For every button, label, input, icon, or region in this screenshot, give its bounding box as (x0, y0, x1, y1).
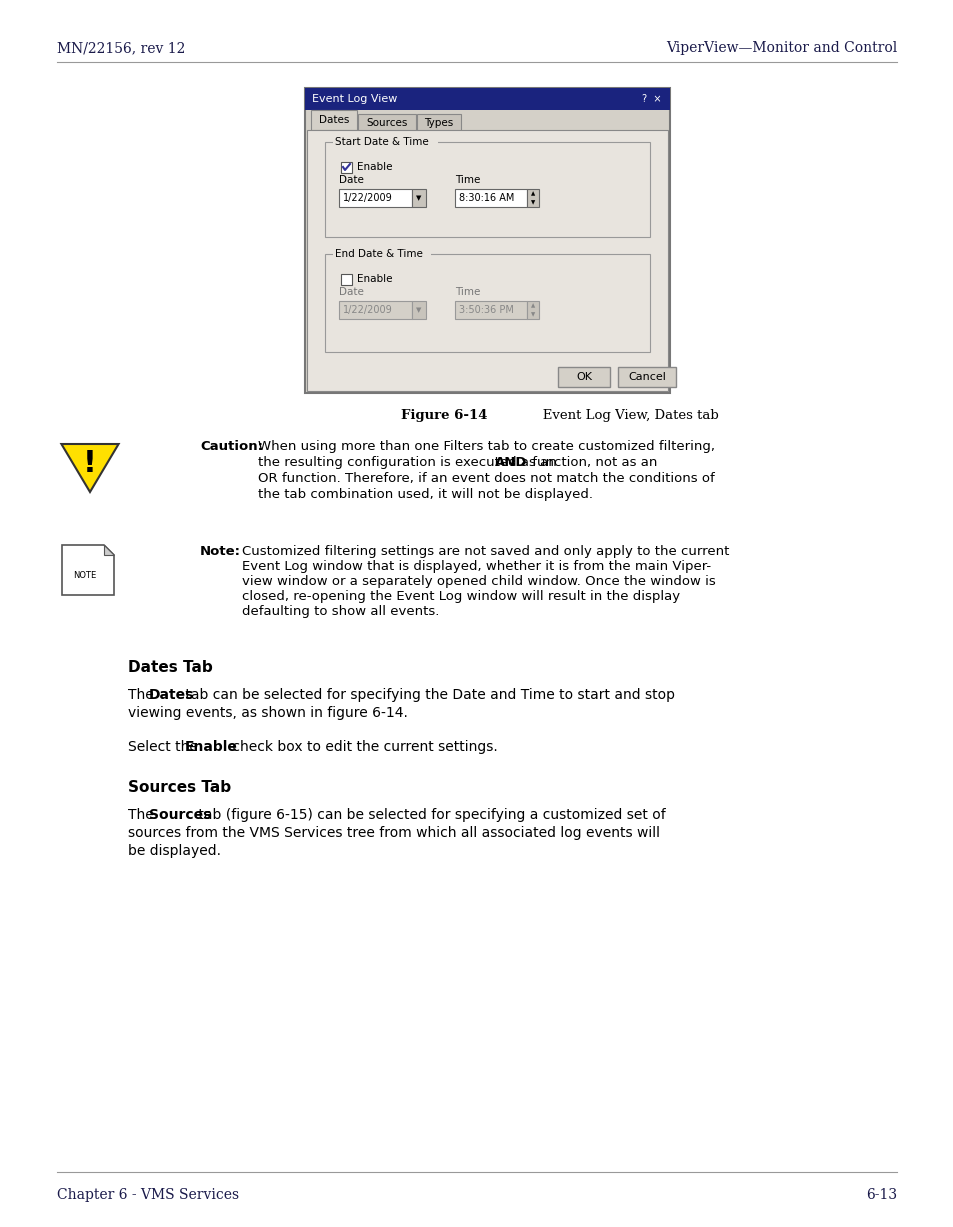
Text: function, not as an: function, not as an (527, 456, 657, 469)
Text: Enable: Enable (185, 740, 237, 755)
Text: Chapter 6 - VMS Services: Chapter 6 - VMS Services (57, 1188, 239, 1202)
Text: Start Date & Time: Start Date & Time (335, 137, 428, 147)
Text: 8:30:16 AM: 8:30:16 AM (458, 193, 514, 202)
Bar (338, 189, 412, 207)
Text: ?  ×: ? × (641, 94, 661, 104)
Text: ▲: ▲ (530, 303, 535, 308)
Text: ▼: ▼ (530, 312, 535, 317)
Bar (412, 189, 426, 207)
Bar (325, 142, 649, 237)
Text: Time: Time (455, 175, 480, 185)
Bar (416, 114, 460, 133)
Text: OK: OK (576, 372, 592, 382)
Bar (338, 301, 412, 319)
Text: Note:: Note: (200, 545, 241, 558)
Text: tab (figure 6-15) can be selected for specifying a customized set of: tab (figure 6-15) can be selected for sp… (193, 809, 665, 822)
Text: Time: Time (455, 287, 480, 297)
Text: Select the: Select the (128, 740, 202, 755)
Bar (333, 248, 431, 259)
Bar (305, 88, 669, 393)
Polygon shape (104, 545, 113, 555)
Bar (412, 301, 426, 319)
Polygon shape (61, 444, 118, 492)
Text: Sources: Sources (149, 809, 212, 822)
Bar (455, 189, 526, 207)
Text: the tab combination used, it will not be displayed.: the tab combination used, it will not be… (257, 488, 593, 501)
Text: !: ! (83, 449, 97, 477)
Text: ▼: ▼ (416, 195, 421, 201)
Polygon shape (62, 545, 113, 595)
Text: Figure 6-14: Figure 6-14 (401, 409, 487, 422)
Text: 3:50:36 PM: 3:50:36 PM (458, 306, 514, 315)
Bar (311, 110, 356, 130)
Text: Dates: Dates (318, 115, 349, 125)
Bar (526, 301, 538, 319)
Text: MN/22156, rev 12: MN/22156, rev 12 (57, 40, 185, 55)
Text: Customized filtering settings are not saved and only apply to the current: Customized filtering settings are not sa… (242, 545, 729, 558)
Text: Event Log window that is displayed, whether it is from the main Viper-: Event Log window that is displayed, whet… (242, 560, 710, 573)
Text: Dates Tab: Dates Tab (128, 660, 213, 675)
Bar (340, 274, 352, 285)
Text: OR function. Therefore, if an event does not match the conditions of: OR function. Therefore, if an event does… (257, 472, 714, 485)
Bar (333, 136, 437, 147)
Text: the resulting configuration is executed as an: the resulting configuration is executed … (257, 456, 560, 469)
Text: AND: AND (495, 456, 527, 469)
Bar (526, 189, 538, 207)
Text: sources from the VMS Services tree from which all associated log events will: sources from the VMS Services tree from … (128, 826, 659, 840)
Text: Date: Date (338, 175, 363, 185)
Text: Sources: Sources (366, 118, 407, 128)
Bar (340, 162, 352, 173)
Text: The: The (128, 688, 158, 702)
Text: Cancel: Cancel (627, 372, 665, 382)
Text: Event Log View: Event Log View (312, 94, 397, 104)
Bar (558, 367, 609, 387)
Text: view window or a separately opened child window. Once the window is: view window or a separately opened child… (242, 575, 715, 588)
Text: 1/22/2009: 1/22/2009 (343, 306, 393, 315)
Text: Enable: Enable (356, 162, 392, 172)
Text: defaulting to show all events.: defaulting to show all events. (242, 605, 439, 618)
Bar (357, 114, 416, 133)
Text: Event Log View, Dates tab: Event Log View, Dates tab (530, 409, 719, 422)
Text: ▼: ▼ (416, 307, 421, 313)
Text: ▲: ▲ (530, 191, 535, 196)
Bar (305, 88, 669, 110)
Text: be displayed.: be displayed. (128, 844, 221, 858)
Text: Dates: Dates (149, 688, 194, 702)
Text: Sources Tab: Sources Tab (128, 780, 231, 795)
Text: End Date & Time: End Date & Time (335, 249, 422, 259)
Bar (618, 367, 676, 387)
Text: viewing events, as shown in figure 6-14.: viewing events, as shown in figure 6-14. (128, 706, 408, 720)
Text: Caution:: Caution: (200, 440, 263, 453)
Bar (455, 301, 526, 319)
Text: When using more than one Filters tab to create customized filtering,: When using more than one Filters tab to … (257, 440, 714, 453)
Bar (307, 130, 667, 391)
Text: ViperView—Monitor and Control: ViperView—Monitor and Control (665, 40, 896, 55)
Text: 1/22/2009: 1/22/2009 (343, 193, 393, 202)
Text: NOTE: NOTE (73, 572, 96, 580)
Text: The: The (128, 809, 158, 822)
Text: Date: Date (338, 287, 363, 297)
Text: 6-13: 6-13 (865, 1188, 896, 1202)
Text: ▼: ▼ (530, 200, 535, 205)
Text: Types: Types (424, 118, 453, 128)
Text: closed, re-opening the Event Log window will result in the display: closed, re-opening the Event Log window … (242, 590, 679, 602)
Bar (325, 254, 649, 352)
Text: Enable: Enable (356, 274, 392, 283)
Text: tab can be selected for specifying the Date and Time to start and stop: tab can be selected for specifying the D… (181, 688, 675, 702)
Text: check box to edit the current settings.: check box to edit the current settings. (228, 740, 497, 755)
